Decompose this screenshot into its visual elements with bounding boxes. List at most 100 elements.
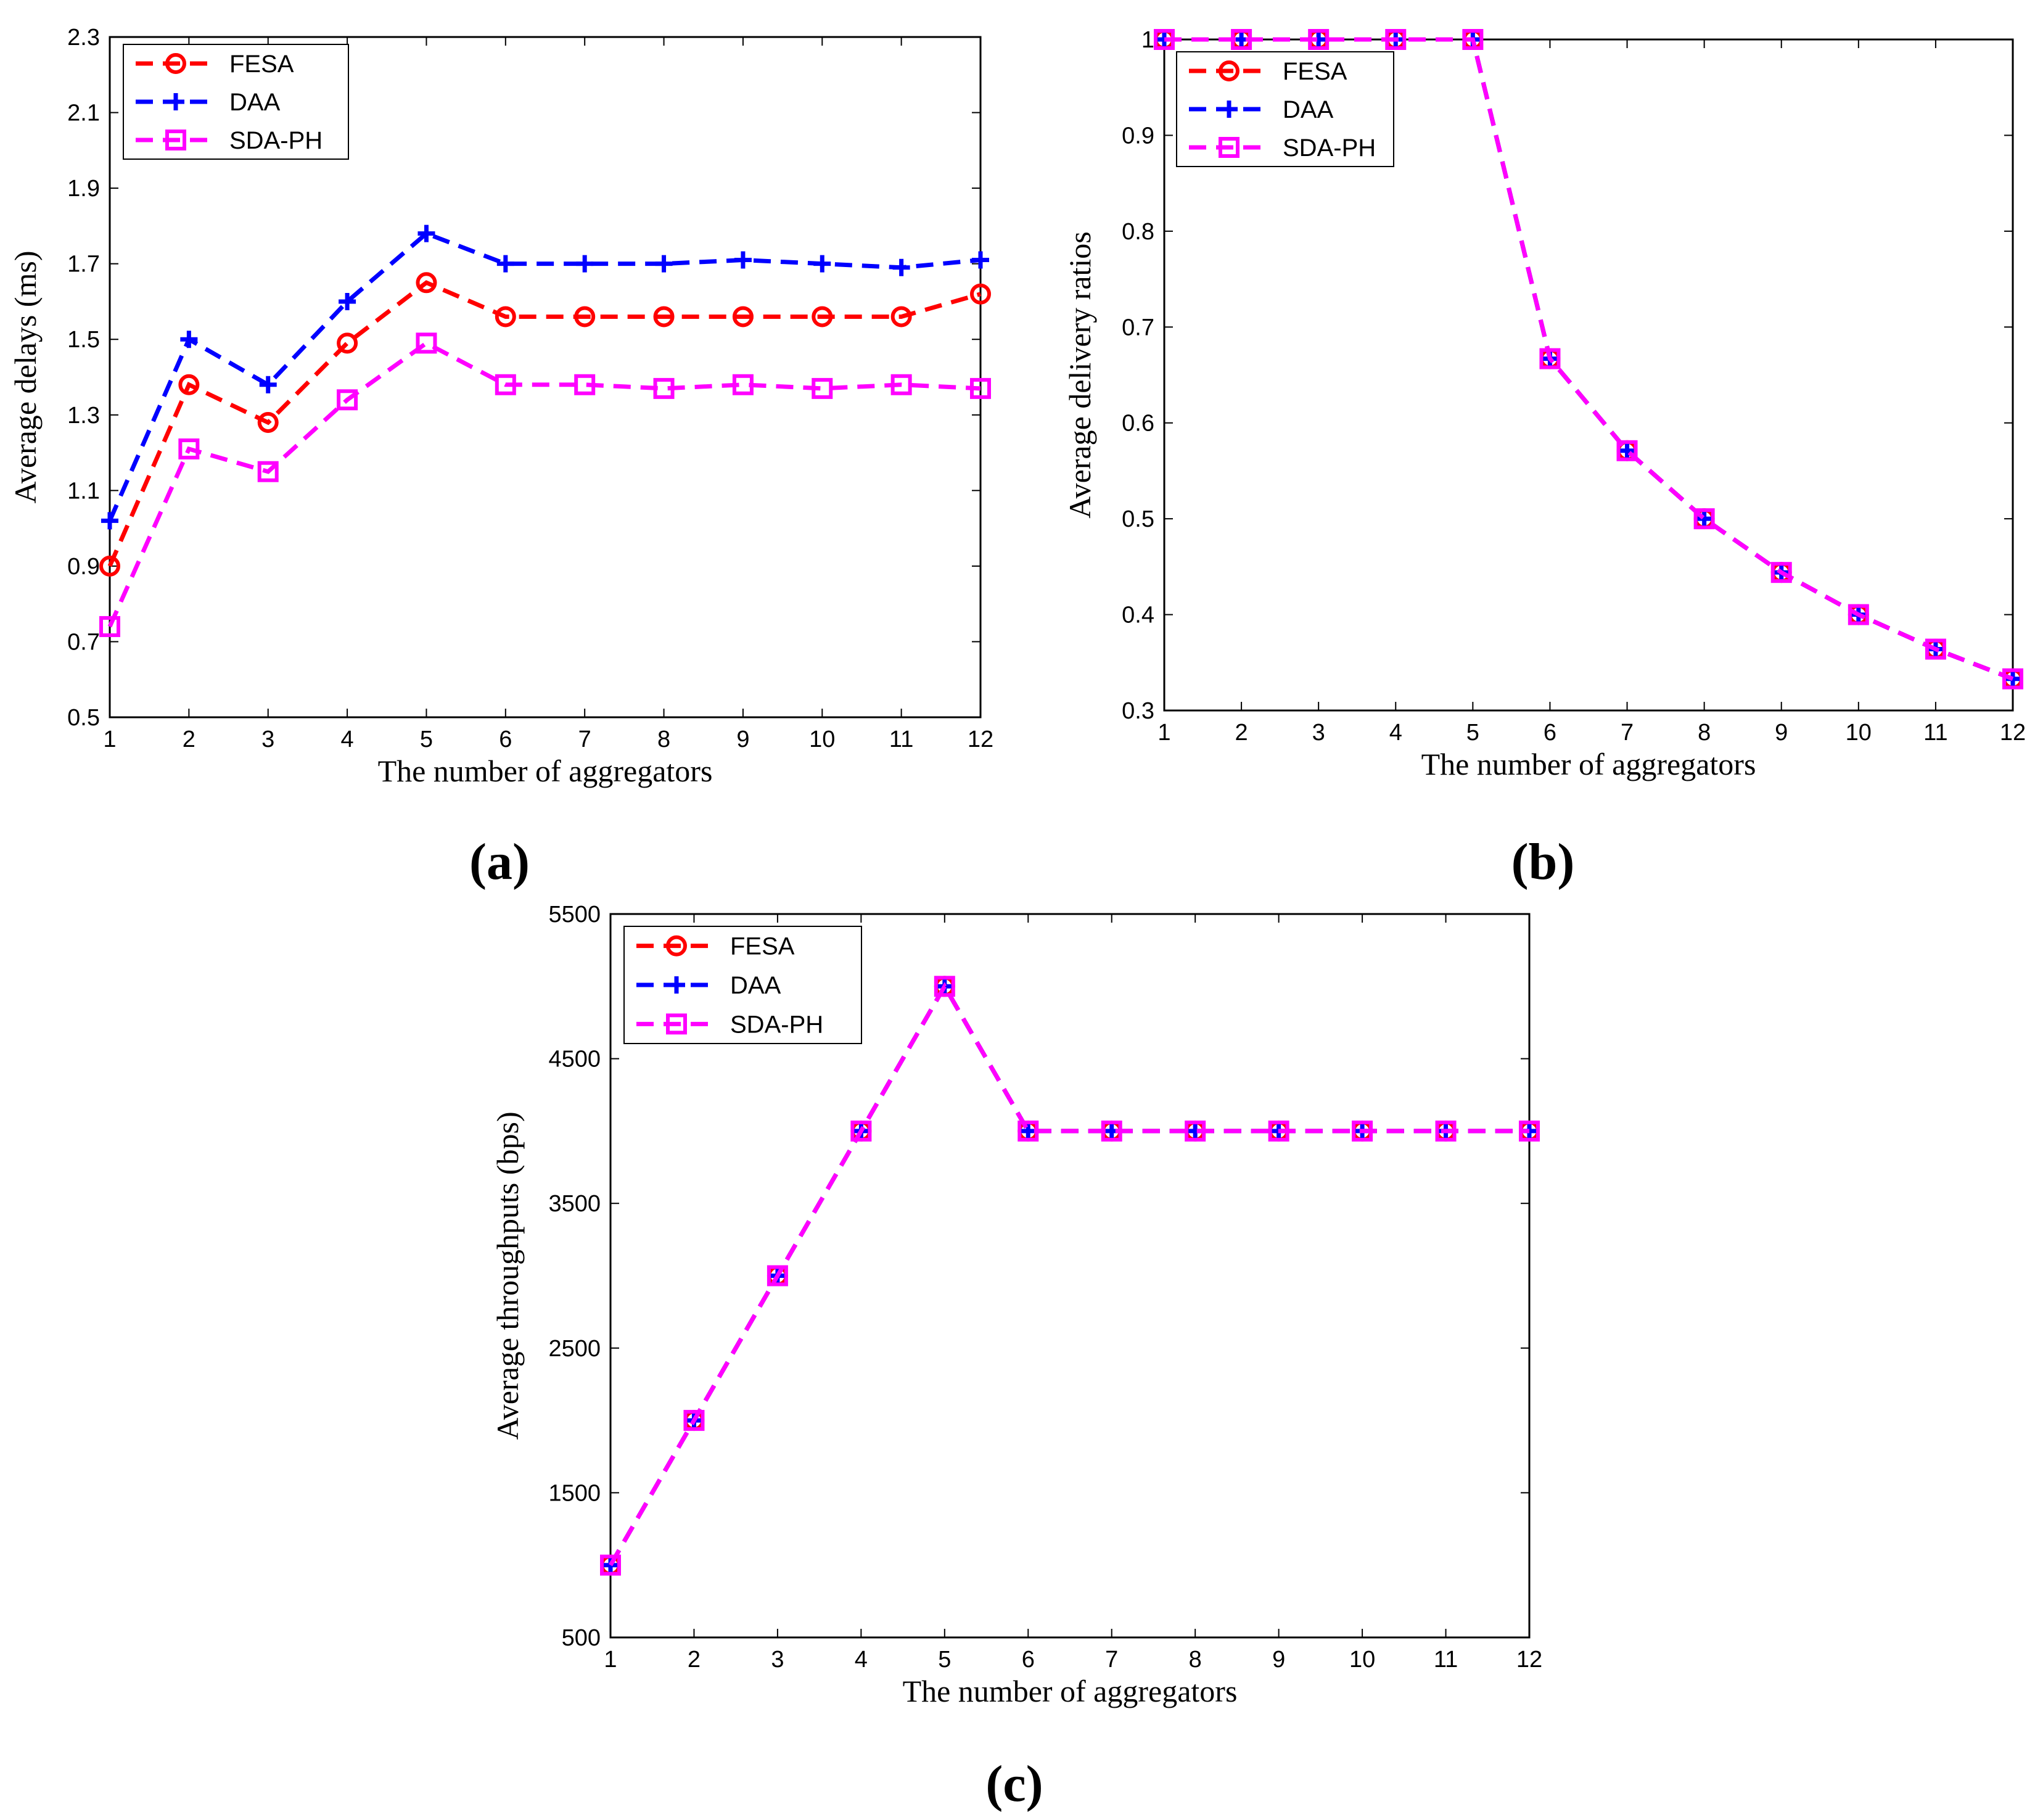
y-axis-label: Average delays (ms) xyxy=(8,250,43,503)
y-tick-label: 4500 xyxy=(548,1047,601,1073)
x-tick-label: 9 xyxy=(1775,720,1788,746)
series-line xyxy=(1164,37,2014,681)
data-point xyxy=(1385,29,1407,50)
legend-marker xyxy=(668,976,685,994)
x-tick-label: 11 xyxy=(1434,1647,1458,1673)
data-point xyxy=(495,374,516,395)
x-tick-label: 3 xyxy=(261,727,274,752)
x-tick-label: 6 xyxy=(1544,720,1556,746)
legend-marker xyxy=(1219,60,1240,81)
legend-label: DAA xyxy=(1283,96,1334,123)
series-sda-ph xyxy=(1154,29,2023,690)
x-tick-label: 3 xyxy=(771,1647,784,1673)
data-point xyxy=(99,555,120,577)
data-point xyxy=(1018,1120,1039,1142)
data-point xyxy=(178,438,200,459)
y-tick-label: 0.9 xyxy=(1122,123,1154,149)
data-point xyxy=(574,306,596,327)
data-point xyxy=(653,306,675,327)
x-tick-label: 2 xyxy=(1235,720,1248,746)
y-axis-label: Average delivery ratios xyxy=(1063,231,1097,519)
data-point xyxy=(101,512,118,530)
chart-panel-a: 1 2 3 4 5 6 7 8 9 10 11 120.50.70.91.11.31.51.71.92… xyxy=(8,25,993,891)
y-tick-label: 1.5 xyxy=(67,327,100,353)
y-tick-label: 0.6 xyxy=(1122,411,1154,437)
y-tick-label: 1.3 xyxy=(67,403,100,429)
series-line xyxy=(107,340,981,628)
y-tick-label: 0.7 xyxy=(67,629,100,655)
data-point xyxy=(683,1410,705,1431)
data-point xyxy=(99,616,120,637)
data-point xyxy=(653,377,675,399)
data-point xyxy=(1019,1122,1037,1140)
chart-panel-c: 1 2 3 4 5 6 7 8 9 10 11 1250015002500350045005500Th… xyxy=(490,902,1542,1813)
data-point xyxy=(1616,440,1638,461)
x-axis-label: The number of aggregators xyxy=(903,1674,1238,1708)
data-point xyxy=(495,306,516,327)
y-tick-label: 2500 xyxy=(548,1336,601,1362)
x-tick-label: 2 xyxy=(183,727,195,752)
x-tick-label: 11 xyxy=(889,727,913,752)
legend-marker xyxy=(165,130,186,150)
x-tick-label: 5 xyxy=(1466,720,1479,746)
y-tick-label: 0.7 xyxy=(1122,315,1154,340)
data-point xyxy=(1308,29,1330,50)
x-tick-label: 8 xyxy=(1698,720,1711,746)
x-tick-label: 8 xyxy=(657,727,670,752)
data-point xyxy=(574,374,596,395)
legend-label: SDA-PH xyxy=(730,1011,823,1038)
legend: FESA DAA SDA-PH xyxy=(1176,51,1394,167)
x-axis-label: The number of aggregators xyxy=(378,754,713,788)
data-point xyxy=(259,376,277,393)
x-tick-label: 4 xyxy=(855,1647,868,1673)
data-point xyxy=(1695,510,1713,528)
legend: FESA DAA SDA-PH xyxy=(623,926,862,1044)
y-tick-label: 1500 xyxy=(548,1480,601,1506)
data-point xyxy=(655,255,673,273)
x-tick-label: 4 xyxy=(341,727,354,752)
series-line xyxy=(107,231,981,522)
data-point xyxy=(1462,29,1484,50)
legend-box xyxy=(1176,51,1394,167)
legend-marker xyxy=(666,1013,687,1035)
x-tick-label: 12 xyxy=(2000,720,2026,746)
data-point xyxy=(1185,1120,1206,1142)
y-axis-label: Average throughputs (bps) xyxy=(490,1111,525,1439)
data-point xyxy=(416,272,437,294)
x-tick-label: 10 xyxy=(1349,1647,1375,1673)
data-point xyxy=(1925,638,1946,660)
legend-label: SDA-PH xyxy=(1283,134,1376,162)
data-point xyxy=(1435,1120,1457,1142)
legend-label: FESA xyxy=(1283,58,1347,85)
y-tick-label: 1.9 xyxy=(67,176,100,202)
data-point xyxy=(2002,668,2023,690)
data-point xyxy=(1770,562,1792,583)
legend-marker xyxy=(1219,137,1240,158)
data-point xyxy=(339,292,356,310)
data-point xyxy=(1352,1120,1373,1142)
data-point xyxy=(890,306,912,327)
data-point xyxy=(416,332,437,354)
y-tick-label: 1 xyxy=(1141,27,1154,53)
x-tick-label: 6 xyxy=(499,727,512,752)
y-tick-label: 3500 xyxy=(548,1191,601,1217)
data-point xyxy=(180,331,198,348)
data-point xyxy=(257,412,279,434)
x-tick-label: 10 xyxy=(809,727,835,752)
legend-label: SDA-PH xyxy=(229,127,323,154)
data-point xyxy=(970,283,991,305)
y-tick-label: 2.1 xyxy=(67,101,100,126)
data-point xyxy=(1539,348,1561,369)
data-point xyxy=(417,224,435,242)
data-point xyxy=(812,377,833,399)
y-tick-label: 0.5 xyxy=(67,705,100,731)
panel-label: (c) xyxy=(985,1755,1043,1813)
data-point xyxy=(496,255,514,273)
series-sda-ph xyxy=(99,332,991,637)
legend-marker xyxy=(1220,101,1238,118)
data-point xyxy=(732,306,754,327)
data-point xyxy=(1231,29,1252,50)
y-tick-label: 5500 xyxy=(548,902,601,928)
legend-label: FESA xyxy=(730,933,795,960)
